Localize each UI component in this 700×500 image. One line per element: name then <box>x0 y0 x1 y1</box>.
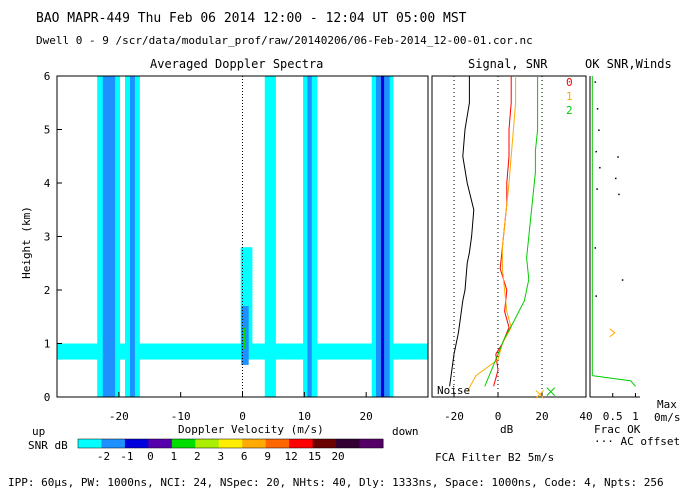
spectral-column-9 <box>381 76 385 397</box>
ac-offset-point-7 <box>615 177 617 180</box>
x-tick-label-10: 10 <box>298 410 311 423</box>
ac-offset-label: ··· AC offset <box>594 435 681 448</box>
spectral-column-4 <box>264 76 276 397</box>
winds-mark-0 <box>609 328 616 338</box>
colorbar-swatch-4 <box>171 439 196 448</box>
colorbar-tick-0: 0 <box>147 450 154 463</box>
ac-offset-point-11 <box>595 295 597 297</box>
max-label: Max <box>657 398 677 411</box>
colorbar-tick-9: 9 <box>264 450 271 463</box>
ok-snr-winds-plot: 0.5 1 <box>589 76 640 423</box>
max-value: 0m/s <box>654 411 681 424</box>
ok-x-tick-label-0: 0.5 <box>603 410 623 423</box>
noise-mark-0 <box>535 389 545 399</box>
colorbar-swatch-0 <box>78 439 102 448</box>
ac-offset-point-8 <box>618 193 620 196</box>
ac-offset-point-6 <box>617 156 619 158</box>
colorbar-tick--2: -2 <box>97 450 110 463</box>
signal-snr-plot: -20 0 20 40 <box>431 75 593 423</box>
footer-params: IPP: 60µs, PW: 1000ns, NCI: 24, NSpec: 2… <box>8 476 664 489</box>
signal-x-tick-label--20: -20 <box>444 410 464 423</box>
ok-x-tick-label-1: 1 <box>632 410 639 423</box>
colorbar-tick-20: 20 <box>331 450 344 463</box>
colorbar-swatch-3 <box>148 439 173 448</box>
colorbar-tick-2: 2 <box>194 450 201 463</box>
spectral-column-6 <box>307 76 312 397</box>
signal-x-label: dB <box>500 423 514 436</box>
x-tick-label--20: -20 <box>109 410 129 423</box>
signal-x-tick-label-0: 0 <box>495 410 502 423</box>
y-axis-label: Height (km) <box>19 206 33 279</box>
colorbar-swatch-12 <box>359 439 384 448</box>
near-zero-echo-0 <box>240 247 253 355</box>
colorbar-tick-15: 15 <box>308 450 321 463</box>
colorbar-swatch-1 <box>101 439 126 448</box>
noise-label: Noise <box>437 384 471 397</box>
frac-ok-tail <box>592 375 636 387</box>
y-tick-label-0: 0 <box>44 391 51 404</box>
legend-2: 2 <box>566 104 573 117</box>
colorbar-tick-12: 12 <box>285 450 298 463</box>
colorbar-swatch-10 <box>312 439 337 448</box>
colorbar-swatch-11 <box>336 439 361 448</box>
legend-0: 0 <box>566 76 573 89</box>
x-axis-label: Doppler Velocity (m/s) <box>178 423 324 436</box>
y-tick-label-2: 2 <box>44 284 51 297</box>
ac-offset-point-5 <box>596 188 598 190</box>
spectral-column-1 <box>102 76 116 397</box>
colorbar-tick-6: 6 <box>241 450 248 463</box>
signal-x-tick-label-20: 20 <box>535 410 548 423</box>
colorbar-swatch-2 <box>124 439 149 448</box>
signal-x-tick-label-40: 40 <box>579 410 592 423</box>
ac-offset-point-10 <box>594 247 597 249</box>
colorbar-frame <box>77 438 384 449</box>
colorbar-tick-3: 3 <box>217 450 224 463</box>
down-label: down <box>392 425 419 438</box>
y-tick-label-5: 5 <box>44 124 51 137</box>
colorbar-tick--1: -1 <box>120 450 133 463</box>
x-tick-label--10: -10 <box>171 410 191 423</box>
dwell-path: Dwell 0 - 9 /scr/data/modular_prof/raw/2… <box>36 34 533 47</box>
y-tick-label-6: 6 <box>44 70 51 83</box>
y-tick-label-1: 1 <box>44 338 51 351</box>
ac-offset-point-1 <box>596 108 599 110</box>
signal-title: Signal, SNR <box>468 57 548 71</box>
x-tick-label-20: 20 <box>360 410 373 423</box>
ac-offset-point-0 <box>594 81 597 83</box>
colorbar-swatch-9 <box>289 439 314 448</box>
signal-series-2 <box>484 76 539 387</box>
colorbar-swatch-5 <box>195 439 220 448</box>
signal-series-noise <box>449 75 475 387</box>
colorbar-swatch-6 <box>218 439 243 448</box>
x-tick-label-0: 0 <box>239 410 246 423</box>
snr-colorbar: -2 -1 0 1 2 3 6 9 12 15 20 <box>77 438 384 463</box>
signal-series-1 <box>466 76 517 392</box>
colorbar-swatch-8 <box>265 439 290 448</box>
filter-label: FCA Filter B2 5m/s <box>435 451 555 464</box>
legend-1: 1 <box>566 90 573 103</box>
spectral-column-3 <box>129 76 135 397</box>
near-zero-echo-2 <box>243 327 246 349</box>
ac-offset-point-4 <box>599 166 601 169</box>
ac-offset-point-2 <box>598 129 600 131</box>
ac-offset-point-9 <box>621 279 624 281</box>
ac-offset-point-3 <box>595 150 597 153</box>
colorbar-swatch-7 <box>242 439 267 448</box>
spectra-title: Averaged Doppler Spectra <box>150 57 324 71</box>
figure-title: BAO MAPR-449 Thu Feb 06 2014 12:00 - 12:… <box>36 11 467 26</box>
noise-mark-1 <box>546 387 556 397</box>
colorbar-tick-1: 1 <box>171 450 178 463</box>
up-label: up <box>32 425 46 438</box>
colorbar-label: SNR dB <box>28 439 68 452</box>
ok-title: OK SNR,Winds <box>585 57 672 71</box>
y-tick-label-4: 4 <box>44 177 51 190</box>
doppler-spectra-heatmap: 0 1 2 3 4 5 6 -20 -10 0 10 20 <box>44 70 429 423</box>
frac-ok-label: Frac OK <box>594 423 641 436</box>
y-tick-label-3: 3 <box>44 231 51 244</box>
